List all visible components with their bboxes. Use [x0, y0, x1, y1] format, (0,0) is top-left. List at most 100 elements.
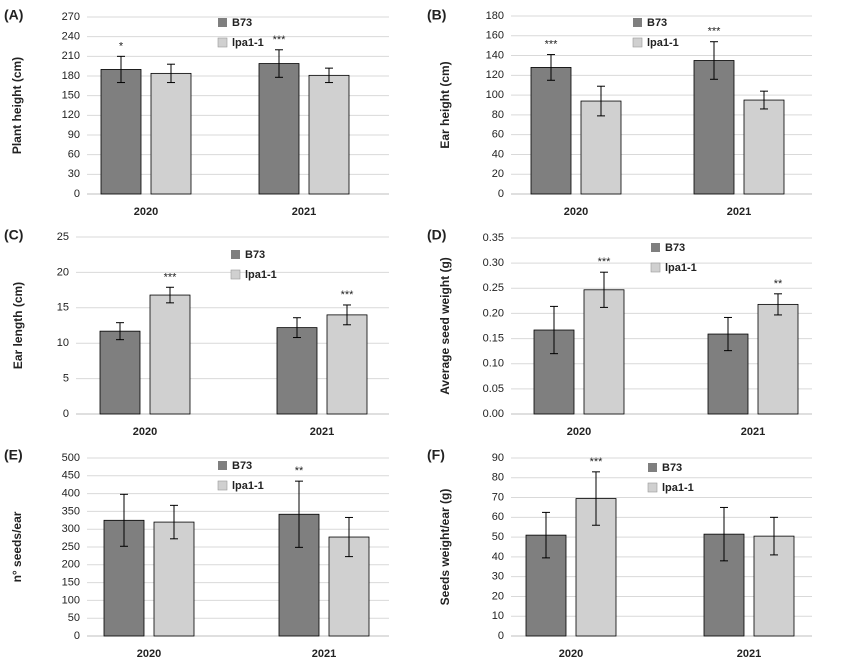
legend-label: B73 — [232, 17, 252, 29]
y-tick-label: 50 — [492, 531, 504, 543]
bar-lpa1-1-2020 — [583, 289, 625, 415]
y-axis-label: Seeds weight/ear (g) — [438, 489, 452, 606]
bar-b73-2020 — [530, 67, 572, 195]
y-tick-label: 80 — [492, 109, 504, 121]
panel-0: (A) 0 30 60 90 120 150 180 210 240 270 Plant height… — [4, 7, 389, 218]
y-axis-label: Plant height (cm) — [10, 57, 24, 154]
y-tick-label: 0.00 — [483, 408, 504, 420]
panel-label: (A) — [4, 7, 23, 23]
y-tick-label: 90 — [492, 452, 504, 464]
x-tick-label: 2020 — [567, 426, 591, 438]
y-tick-label: 100 — [486, 89, 504, 101]
legend-label: B73 — [232, 460, 252, 472]
x-tick-label: 2020 — [134, 206, 158, 218]
y-tick-label: 450 — [62, 470, 80, 482]
panel-label: (B) — [427, 7, 446, 23]
bar-lpa1-1-2021 — [743, 99, 785, 195]
legend-swatch — [217, 37, 228, 48]
legend-swatch — [632, 37, 643, 48]
legend-swatch — [230, 269, 241, 280]
legend-swatch — [231, 250, 240, 259]
y-tick-label: 10 — [492, 610, 504, 622]
y-tick-label: 0 — [74, 188, 80, 200]
y-tick-label: 150 — [62, 577, 80, 589]
x-tick-label: 2020 — [564, 206, 588, 218]
significance-label: *** — [273, 34, 287, 46]
y-tick-label: 70 — [492, 491, 504, 503]
legend-swatch — [651, 243, 660, 252]
x-tick-label: 2021 — [741, 426, 765, 438]
significance-label: *** — [545, 39, 559, 51]
panel-label: (E) — [4, 447, 23, 463]
bar-b73-2020 — [99, 330, 141, 415]
y-tick-label: 0.20 — [483, 307, 504, 319]
significance-label: *** — [164, 271, 178, 283]
y-tick-label: 60 — [492, 511, 504, 523]
legend-label: lpa1-1 — [232, 480, 264, 492]
y-tick-label: 500 — [62, 452, 80, 464]
y-tick-label: 60 — [492, 129, 504, 141]
bar-b73-2021 — [258, 63, 300, 195]
panel-label: (C) — [4, 227, 23, 243]
x-tick-label: 2021 — [727, 206, 751, 218]
y-tick-label: 180 — [486, 10, 504, 22]
legend-label: B73 — [245, 249, 265, 261]
y-tick-label: 0.25 — [483, 282, 504, 294]
y-tick-label: 20 — [492, 590, 504, 602]
y-tick-label: 5 — [63, 373, 69, 385]
y-tick-label: 60 — [68, 149, 80, 161]
y-tick-label: 0 — [74, 630, 80, 642]
y-tick-label: 40 — [492, 551, 504, 563]
legend-swatch — [633, 18, 642, 27]
y-tick-label: 300 — [62, 523, 80, 535]
y-tick-label: 250 — [62, 541, 80, 553]
y-tick-label: 400 — [62, 488, 80, 500]
bar-b73-2021 — [703, 533, 745, 637]
y-tick-label: 0.30 — [483, 257, 504, 269]
y-tick-label: 200 — [62, 559, 80, 571]
x-tick-label: 2021 — [312, 648, 336, 660]
legend-label: B73 — [662, 462, 682, 474]
panel-label: (F) — [427, 447, 445, 463]
y-tick-label: 0 — [498, 188, 504, 200]
y-tick-label: 0.10 — [483, 358, 504, 370]
y-tick-label: 30 — [68, 168, 80, 180]
y-axis-label: Average seed weight (g) — [438, 257, 452, 395]
legend-swatch — [217, 480, 228, 491]
legend-label: lpa1-1 — [665, 262, 697, 274]
legend-swatch — [648, 463, 657, 472]
bar-lpa1-1-2021 — [757, 303, 799, 415]
significance-label: *** — [598, 256, 612, 268]
y-tick-label: 20 — [57, 266, 69, 278]
bar-lpa1-1-2020 — [149, 294, 191, 415]
x-tick-label: 2021 — [292, 206, 316, 218]
x-tick-label: 2021 — [310, 426, 334, 438]
significance-label: * — [119, 40, 124, 52]
y-axis-label: Ear height (cm) — [438, 61, 452, 148]
bar-b73-2021 — [693, 60, 735, 195]
panel-1: (B) 0 20 40 60 80 100 120 140 160 180 Ear height (c… — [427, 7, 812, 218]
x-tick-label: 2020 — [137, 648, 161, 660]
significance-label: ** — [295, 465, 304, 477]
y-tick-label: 20 — [492, 168, 504, 180]
y-tick-label: 90 — [68, 129, 80, 141]
y-tick-label: 180 — [62, 70, 80, 82]
y-tick-label: 15 — [57, 302, 69, 314]
y-tick-label: 40 — [492, 148, 504, 160]
bar-b73-2021 — [276, 327, 318, 415]
panel-5: (F) 0 10 20 30 40 50 60 70 80 90 Seeds weight/ear (… — [427, 447, 812, 660]
bar-lpa1-1-2021 — [308, 74, 350, 195]
y-tick-label: 150 — [62, 90, 80, 102]
y-tick-label: 210 — [62, 50, 80, 62]
panel-4: (E) 0 50 100 150 200 250 300 350 400 450 500 n° seed… — [4, 447, 389, 660]
y-tick-label: 350 — [62, 505, 80, 517]
bar-lpa1-1-2020 — [150, 72, 192, 195]
legend-label: lpa1-1 — [662, 482, 694, 494]
x-tick-label: 2021 — [737, 648, 761, 660]
y-tick-label: 10 — [57, 337, 69, 349]
legend-swatch — [218, 461, 227, 470]
legend-label: lpa1-1 — [232, 37, 264, 49]
y-tick-label: 240 — [62, 31, 80, 43]
bar-lpa1-1-2021 — [326, 314, 368, 415]
